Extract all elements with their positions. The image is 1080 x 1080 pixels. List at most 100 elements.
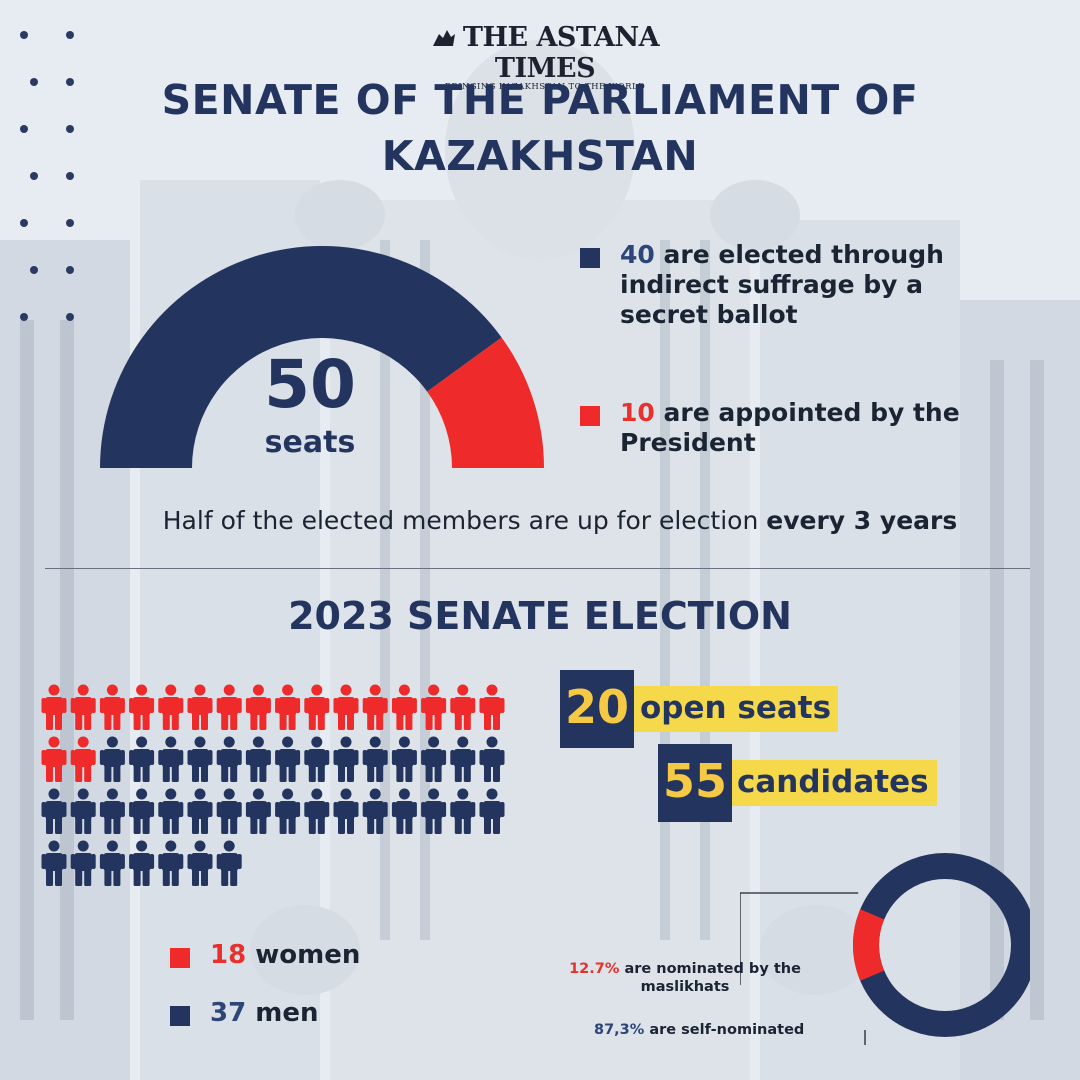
person-icon xyxy=(216,788,242,834)
self-percent: 87,3% xyxy=(594,1022,645,1038)
person-icon xyxy=(275,684,301,730)
legend-appointed: 10 are appointed by the President xyxy=(620,398,1040,458)
total-seats-label: seats xyxy=(264,425,356,460)
person-icon xyxy=(333,788,359,834)
person-icon xyxy=(70,684,96,730)
donut-segment-maslikhats xyxy=(853,909,885,981)
person-icon xyxy=(275,736,301,782)
person-icon xyxy=(304,736,330,782)
open-seats-number: 20 xyxy=(564,680,629,734)
person-icon xyxy=(304,788,330,834)
term-text: Half of the elected members are up for e… xyxy=(162,506,767,535)
person-icon xyxy=(245,788,271,834)
person-icon xyxy=(245,736,271,782)
person-icon xyxy=(99,788,125,834)
candidates-label: candidates xyxy=(737,764,929,800)
person-icon xyxy=(421,736,447,782)
person-icon xyxy=(41,736,67,782)
person-icon xyxy=(99,840,125,886)
person-icon xyxy=(99,736,125,782)
person-icon xyxy=(333,736,359,782)
square-bullet-icon xyxy=(580,248,600,268)
person-icon xyxy=(158,840,184,886)
publication-logo: THE ASTANA TIMES BRINGING KAZAKHSTAN TO … xyxy=(380,22,710,92)
person-icon xyxy=(70,788,96,834)
person-icon xyxy=(362,788,388,834)
person-icon xyxy=(41,840,67,886)
person-icon xyxy=(158,684,184,730)
person-icon xyxy=(216,840,242,886)
person-icon xyxy=(70,840,96,886)
person-icon xyxy=(479,788,505,834)
donut-segment-self xyxy=(853,853,1030,1037)
seat-distribution-arc xyxy=(100,246,544,468)
appointed-text-line1: are appointed by the xyxy=(654,398,960,427)
person-icon xyxy=(129,788,155,834)
person-icon xyxy=(216,684,242,730)
candidate-pictogram xyxy=(41,684,505,886)
maslikhats-text-line2: maslikhats xyxy=(640,979,730,995)
section-divider xyxy=(45,568,1030,569)
term-bold: every 3 years xyxy=(766,506,958,535)
women-number: 18 xyxy=(210,940,247,970)
open-seats-number-box xyxy=(560,670,634,748)
men-label: men xyxy=(246,998,319,1028)
person-icon xyxy=(391,736,417,782)
arc-segment-elected xyxy=(100,246,502,468)
page-title-line2: KAZAKHSTAN xyxy=(381,132,699,180)
person-icon xyxy=(391,684,417,730)
open-seats-label: open seats xyxy=(640,690,832,726)
person-icon xyxy=(362,736,388,782)
election-term-text: Half of the elected members are up for e… xyxy=(60,506,1060,535)
person-icon xyxy=(187,788,213,834)
person-icon xyxy=(421,788,447,834)
person-icon xyxy=(479,736,505,782)
legend-women: 18 women xyxy=(210,940,360,970)
person-icon xyxy=(129,684,155,730)
legend-elected: 40 are elected through indirect suffrage… xyxy=(620,240,1040,330)
decorative-dots xyxy=(18,24,88,324)
person-icon xyxy=(187,736,213,782)
person-icon xyxy=(333,684,359,730)
logo-title: THE ASTANA TIMES xyxy=(462,22,660,84)
person-icon xyxy=(129,840,155,886)
self-nominated-note: 87,3% are self-nominated xyxy=(594,1022,804,1038)
square-bullet-icon xyxy=(170,1006,190,1026)
person-icon xyxy=(450,788,476,834)
men-number: 37 xyxy=(210,998,247,1028)
open-seats-label-box xyxy=(620,686,838,732)
election-title: 2023 SENATE ELECTION xyxy=(288,594,792,638)
maslikhats-percent: 12.7% xyxy=(569,961,620,977)
candidates-label-box xyxy=(720,760,937,806)
person-icon xyxy=(99,684,125,730)
person-icon xyxy=(216,736,242,782)
person-icon xyxy=(450,684,476,730)
person-icon xyxy=(450,736,476,782)
total-seats-number: 50 xyxy=(264,346,356,423)
maslikhats-text-line1: are nominated by the xyxy=(619,961,801,977)
candidates-number: 55 xyxy=(662,754,727,808)
nomination-donut xyxy=(740,853,1030,1045)
elected-text-line1: are elected through xyxy=(654,240,944,269)
person-icon xyxy=(391,788,417,834)
person-icon xyxy=(304,684,330,730)
person-icon xyxy=(41,684,67,730)
person-icon xyxy=(129,736,155,782)
square-bullet-icon xyxy=(580,406,600,426)
person-icon xyxy=(41,788,67,834)
candidates-number-box xyxy=(658,744,732,822)
person-icon xyxy=(479,684,505,730)
page-title: SENATE OF THE PARLIAMENT OF KAZAKHSTAN xyxy=(100,72,980,184)
legend-men: 37 men xyxy=(210,998,318,1028)
person-icon xyxy=(362,684,388,730)
appointed-number: 10 xyxy=(620,398,655,427)
elected-number: 40 xyxy=(620,240,655,269)
women-label: women xyxy=(246,940,361,970)
person-icon xyxy=(158,788,184,834)
elected-text-line3: secret ballot xyxy=(620,300,798,329)
elected-text-line2: indirect suffrage by a xyxy=(620,270,924,299)
appointed-text-line2: President xyxy=(620,428,756,457)
person-icon xyxy=(245,684,271,730)
self-text: are self-nominated xyxy=(644,1022,805,1038)
person-icon xyxy=(158,736,184,782)
